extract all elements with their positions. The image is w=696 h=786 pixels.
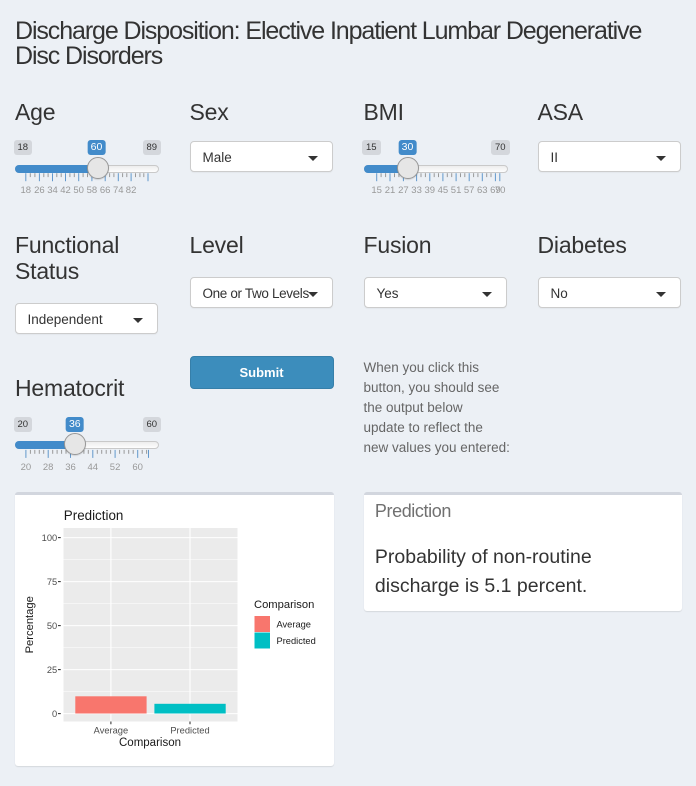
svg-text:Average: Average (276, 619, 310, 629)
svg-text:Average: Average (93, 725, 127, 735)
svg-text:Percentage: Percentage (23, 596, 35, 653)
svg-text:Comparison: Comparison (254, 599, 314, 611)
svg-text:100: 100 (41, 532, 57, 542)
svg-text:Prediction: Prediction (63, 508, 123, 523)
svg-text:Comparison: Comparison (119, 737, 181, 749)
svg-text:Predicted: Predicted (276, 636, 315, 646)
svg-text:25: 25 (46, 664, 56, 674)
svg-text:50: 50 (46, 620, 56, 630)
svg-text:Predicted: Predicted (170, 725, 209, 735)
svg-text:75: 75 (46, 576, 56, 586)
svg-text:0: 0 (52, 708, 57, 718)
